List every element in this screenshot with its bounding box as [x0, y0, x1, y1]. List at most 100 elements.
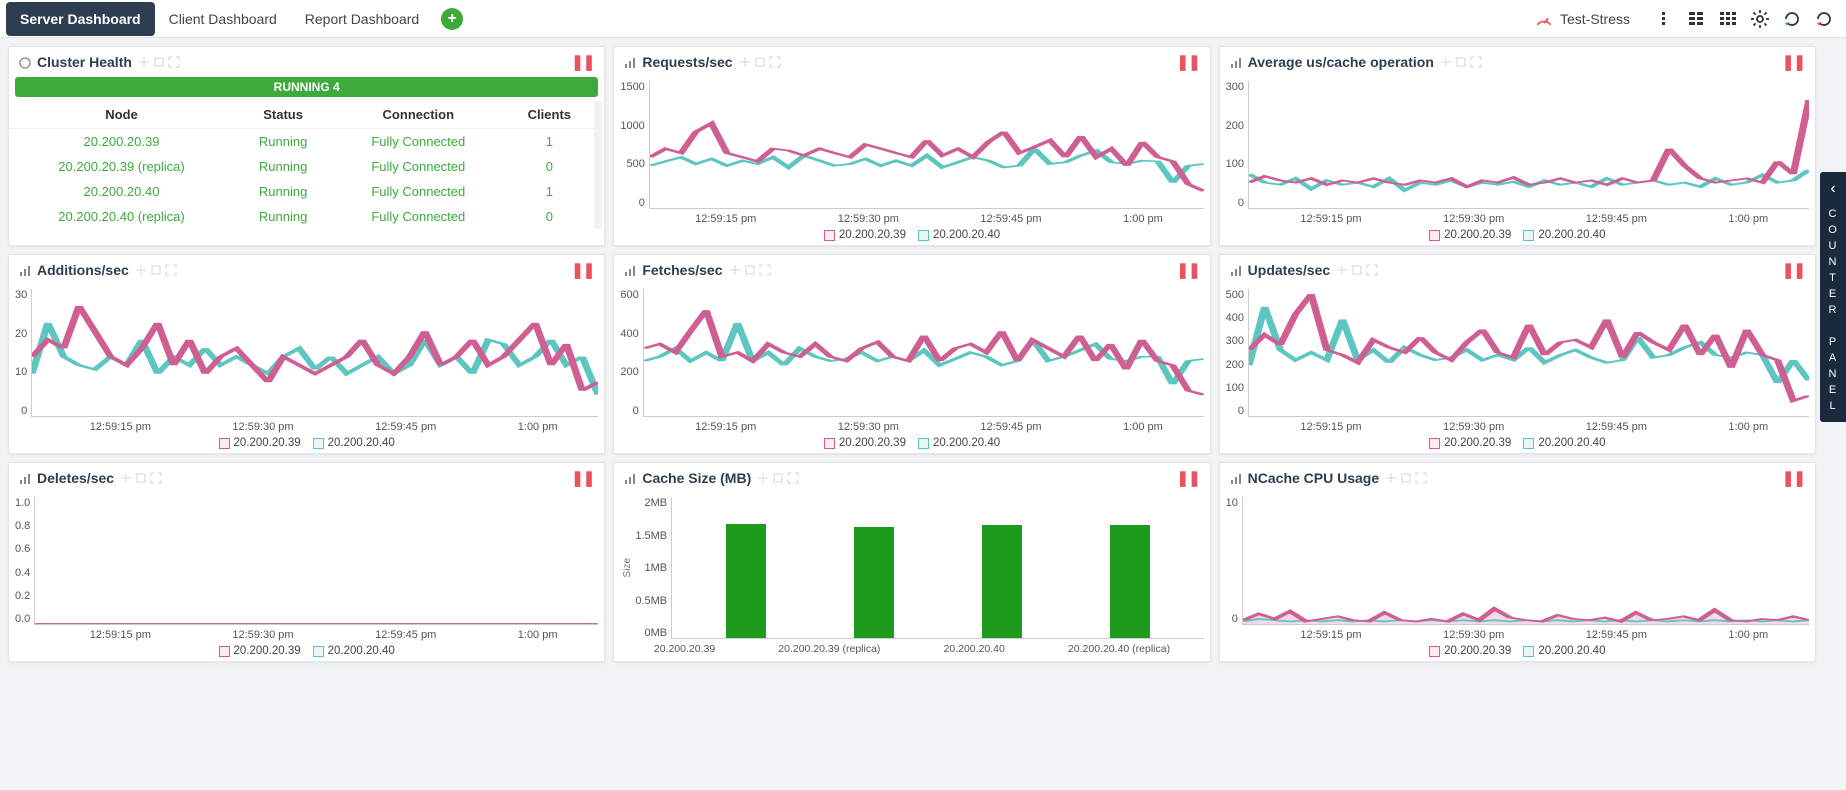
- expand-icon[interactable]: [1415, 472, 1427, 484]
- card-title: Cluster Health: [37, 54, 132, 70]
- chart-plot[interactable]: [1248, 81, 1809, 209]
- pause-button[interactable]: ❚❚: [1177, 53, 1200, 71]
- move-icon[interactable]: [120, 472, 132, 484]
- table-row[interactable]: 20.200.20.40 (replica)RunningFully Conne…: [9, 204, 594, 229]
- legend-item[interactable]: 20.200.20.40: [1523, 437, 1605, 449]
- move-icon[interactable]: [757, 472, 769, 484]
- counter-panel-label: COUNTER PANEL: [1828, 206, 1838, 414]
- pause-button[interactable]: ❚❚: [1177, 261, 1200, 279]
- refresh-icon[interactable]: [1782, 9, 1802, 29]
- settings-mini-icon[interactable]: [150, 264, 162, 276]
- table-row[interactable]: 20.200.20.39RunningFully Connected1: [9, 129, 594, 155]
- move-icon[interactable]: [729, 264, 741, 276]
- chart-plot[interactable]: [671, 497, 1204, 639]
- pause-button[interactable]: ❚❚: [571, 469, 594, 487]
- tab-client-dashboard[interactable]: Client Dashboard: [155, 2, 291, 36]
- expand-icon[interactable]: [787, 472, 799, 484]
- move-icon[interactable]: [1385, 472, 1397, 484]
- y-axis: 6004002000: [620, 289, 642, 417]
- expand-icon[interactable]: [150, 472, 162, 484]
- legend-item[interactable]: 20.200.20.40: [918, 229, 1000, 241]
- settings-mini-icon[interactable]: [135, 472, 147, 484]
- counter-panel-toggle[interactable]: ‹ COUNTER PANEL: [1820, 172, 1846, 422]
- dashboard-tabs: Server Dashboard Client Dashboard Report…: [6, 2, 433, 36]
- bar[interactable]: [1110, 525, 1150, 638]
- expand-icon[interactable]: [1366, 264, 1378, 276]
- chart-legend: 20.200.20.39 20.200.20.40: [620, 435, 1203, 453]
- chart-plot[interactable]: [1242, 497, 1809, 625]
- move-icon[interactable]: [135, 264, 147, 276]
- settings-mini-icon[interactable]: [153, 56, 165, 68]
- pause-button[interactable]: ❚❚: [1782, 261, 1805, 279]
- legend-item[interactable]: 20.200.20.39: [824, 229, 906, 241]
- settings-mini-icon[interactable]: [1351, 264, 1363, 276]
- table-row[interactable]: 20.200.20.40RunningFully Connected1: [9, 179, 594, 204]
- refresh-all-icon[interactable]: [1814, 9, 1834, 29]
- topbar: Server Dashboard Client Dashboard Report…: [0, 0, 1846, 38]
- legend-item[interactable]: 20.200.20.40: [313, 645, 395, 657]
- settings-mini-icon[interactable]: [772, 472, 784, 484]
- expand-icon[interactable]: [165, 264, 177, 276]
- x-axis: 12:59:15 pm12:59:30 pm12:59:45 pm1:00 pm: [49, 625, 598, 643]
- chart-icon: [624, 56, 636, 68]
- chart-plot[interactable]: [31, 289, 598, 417]
- legend-item[interactable]: 20.200.20.39: [219, 437, 301, 449]
- card-cluster-health: Cluster Health ❚❚ RUNNING 4 NodeStatusCo…: [8, 46, 605, 246]
- expand-icon[interactable]: [168, 56, 180, 68]
- pause-button[interactable]: ❚❚: [1782, 53, 1805, 71]
- chart-legend: 20.200.20.39 20.200.20.40: [15, 643, 598, 661]
- card-title: Fetches/sec: [642, 262, 722, 278]
- pause-button[interactable]: ❚❚: [1782, 469, 1805, 487]
- cluster-table-scroll[interactable]: NodeStatusConnectionClients 20.200.20.39…: [9, 101, 602, 229]
- card-title: NCache CPU Usage: [1248, 470, 1380, 486]
- add-dashboard-button[interactable]: +: [441, 8, 463, 30]
- move-icon[interactable]: [1336, 264, 1348, 276]
- settings-icon[interactable]: [1750, 9, 1770, 29]
- legend-item[interactable]: 20.200.20.40: [1523, 229, 1605, 241]
- expand-icon[interactable]: [769, 56, 781, 68]
- chart-plot[interactable]: [34, 497, 598, 625]
- layout-2col-icon[interactable]: [1686, 9, 1706, 29]
- settings-mini-icon[interactable]: [754, 56, 766, 68]
- tab-server-dashboard[interactable]: Server Dashboard: [6, 2, 155, 36]
- bar[interactable]: [726, 524, 766, 638]
- chart-plot[interactable]: [649, 81, 1204, 209]
- legend-item[interactable]: 20.200.20.39: [1429, 437, 1511, 449]
- bar[interactable]: [854, 527, 894, 638]
- settings-mini-icon[interactable]: [1400, 472, 1412, 484]
- legend-item[interactable]: 20.200.20.39: [219, 645, 301, 657]
- bar[interactable]: [982, 525, 1022, 638]
- pause-button[interactable]: ❚❚: [1177, 469, 1200, 487]
- move-icon[interactable]: [1440, 56, 1452, 68]
- expand-icon[interactable]: [1470, 56, 1482, 68]
- legend-item[interactable]: 20.200.20.40: [1523, 645, 1605, 657]
- pause-button[interactable]: ❚❚: [571, 261, 594, 279]
- expand-icon[interactable]: [759, 264, 771, 276]
- table-row[interactable]: 20.200.20.39 (replica)RunningFully Conne…: [9, 154, 594, 179]
- settings-mini-icon[interactable]: [744, 264, 756, 276]
- pause-button[interactable]: ❚❚: [571, 53, 594, 71]
- table-header: Node: [9, 101, 234, 129]
- legend-item[interactable]: 20.200.20.39: [824, 437, 906, 449]
- card-title: Average us/cache operation: [1248, 54, 1434, 70]
- chart-legend: 20.200.20.39 20.200.20.40: [15, 435, 598, 453]
- x-axis: 12:59:15 pm12:59:30 pm12:59:45 pm1:00 pm: [49, 417, 598, 435]
- layout-3col-icon[interactable]: [1718, 9, 1738, 29]
- chart-plot[interactable]: [1248, 289, 1809, 417]
- legend-item[interactable]: 20.200.20.39: [1429, 645, 1511, 657]
- settings-mini-icon[interactable]: [1455, 56, 1467, 68]
- card-cpu-usage: NCache CPU Usage ❚❚ 100 12:59:15 pm12:59…: [1219, 462, 1816, 662]
- chart-legend: 20.200.20.39 20.200.20.40: [1226, 435, 1809, 453]
- move-icon[interactable]: [739, 56, 751, 68]
- tab-report-dashboard[interactable]: Report Dashboard: [291, 2, 433, 36]
- chart-icon: [624, 472, 636, 484]
- layout-1col-icon[interactable]: [1654, 9, 1674, 29]
- running-banner: RUNNING 4: [15, 77, 598, 97]
- legend-item[interactable]: 20.200.20.40: [313, 437, 395, 449]
- legend-item[interactable]: 20.200.20.40: [918, 437, 1000, 449]
- chevron-left-icon[interactable]: ‹: [1830, 180, 1835, 198]
- move-icon[interactable]: [138, 56, 150, 68]
- y-axis: 100: [1226, 497, 1242, 625]
- legend-item[interactable]: 20.200.20.39: [1429, 229, 1511, 241]
- chart-plot[interactable]: [643, 289, 1204, 417]
